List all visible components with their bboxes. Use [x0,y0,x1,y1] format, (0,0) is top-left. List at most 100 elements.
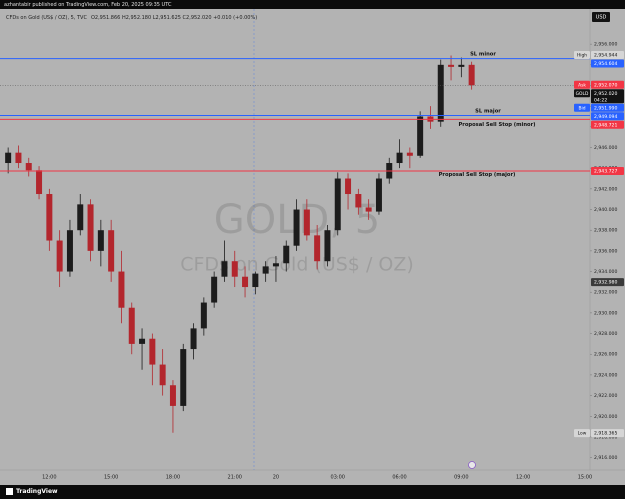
price-tag-label: 2,954.604 [594,61,617,67]
candle-body [231,261,238,277]
y-tick-label: 2,930.000 [594,310,617,316]
price-tag [591,278,624,287]
candle-body [396,152,403,164]
watermark-name: CFDs on Gold (US$ / OZ) [180,254,414,276]
y-tick-label: 2,940.000 [594,207,617,213]
x-tick-label: 15:00 [104,475,118,481]
candle-body [448,64,455,67]
candle-body [56,240,63,272]
candle-body [25,163,32,171]
candle-body [190,328,197,350]
y-tick-label: 2,946.000 [594,145,617,151]
candle-body [355,194,362,208]
price-tag [591,167,624,176]
y-tick-label: 2,920.000 [594,414,617,420]
chart-background [0,9,625,485]
candle-body [334,178,341,231]
price-tag-caption-box [574,89,590,98]
x-tick-label: 20 [273,475,279,481]
candle-body [417,116,424,156]
price-tag [591,103,624,112]
price-tag-caption-box [574,80,590,89]
candle-body [139,338,146,344]
logo-icon [6,488,13,495]
candle-body [77,204,84,231]
candle-body [128,307,135,344]
price-tag-label: 2,932.980 [594,280,617,286]
price-countdown: 04:22 [594,97,607,103]
price-tag [591,112,624,121]
price-tag-label: 2,952.070 [594,82,617,88]
level-name: SL minor [470,52,496,58]
candle-body [180,349,187,406]
candle-body [406,152,413,156]
x-tick-label: 12:00 [516,475,530,481]
y-tick-label: 2,932.000 [594,290,617,296]
price-tag-caption-box [574,51,590,60]
candle-body [303,209,310,236]
candle-body [5,152,12,164]
currency-box [592,12,610,22]
candle-body [211,276,218,303]
price-tag-label: 2,954.944 [594,53,617,59]
candle-body [242,276,249,288]
price-tag [591,80,624,89]
y-tick-label: 2,942.000 [594,186,617,192]
price-tag-label: 2,951.990 [594,105,617,111]
candle-body [293,209,300,246]
y-tick-label: 2,928.000 [594,331,617,337]
y-tick-label: 2,956.000 [594,42,617,48]
candle-body [221,261,228,277]
candle-body [159,364,166,386]
level-name: SL major [475,109,501,115]
replay-icon[interactable] [468,461,476,469]
level-name: Proposal Sell Stop (minor) [458,122,535,128]
candle-body [314,235,321,262]
y-tick-label: 2,938.000 [594,228,617,234]
price-tag-caption: GOLD [576,91,589,97]
x-tick-label: 12:00 [42,475,56,481]
candle-body [283,245,290,264]
price-tag-label: 2,943.727 [594,169,617,175]
candle-body [169,385,176,406]
price-tag [591,89,624,104]
candle-body [46,194,53,241]
legend-line: CFDs on Gold (US$ / OZ), 5, TVC O2,951.86… [6,15,257,21]
currency: USD [596,15,607,21]
x-tick-label: 06:00 [392,475,406,481]
price-tag [591,59,624,68]
x-tick-label: 21:00 [228,475,242,481]
candle-body [149,338,156,365]
price-tag-label: 2,949.094 [594,114,617,120]
y-tick-label: 2,924.000 [594,372,617,378]
candle-body [252,273,259,288]
price-tag-label: 2,952.020 [594,91,617,97]
candle-body [375,178,382,212]
y-tick-label: 2,936.000 [594,248,617,254]
candle-body [108,230,115,272]
x-tick-label: 18:00 [166,475,180,481]
price-tag-caption: Low [578,431,587,437]
x-tick-label: 03:00 [331,475,345,481]
level-name: Proposal Sell Stop (major) [439,172,516,178]
price-tag-caption: Ask [578,82,586,88]
candle-body [87,204,94,251]
candle-body [200,302,207,329]
y-tick-label: 2,916.000 [594,455,617,461]
candle-body [458,64,465,67]
candle-body [118,271,125,308]
price-tag-caption-box [574,103,590,112]
candle-body [365,207,372,212]
candle-body [468,64,475,86]
candle-body [97,230,104,251]
y-tick-label: 2,918.000 [594,434,617,440]
footer-logo: TradingView [16,488,58,495]
candle-body [15,152,22,164]
candle-body [262,266,269,274]
price-tag-caption-box [574,429,590,438]
price-tag-label: 2,918.365 [594,431,617,437]
price-tag [591,120,624,129]
x-tick-label: 09:00 [454,475,468,481]
publisher: azhantabir published on TradingView.com,… [4,2,172,8]
